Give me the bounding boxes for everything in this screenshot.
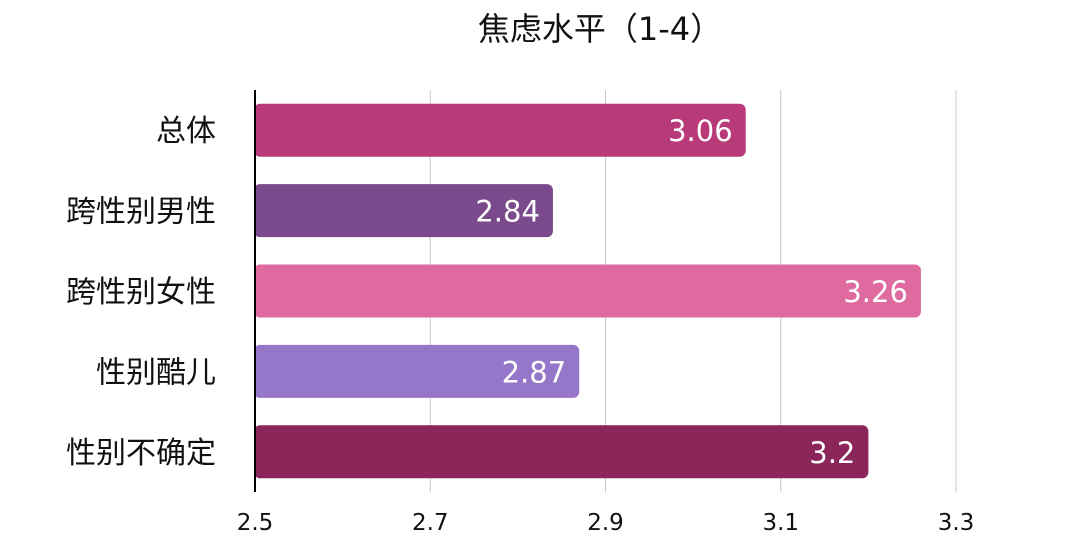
x-tick-label: 3.3 [938, 510, 975, 536]
category-label: 性别酷儿 [96, 355, 216, 390]
data-label: 3.2 [809, 436, 855, 470]
data-label: 2.84 [475, 195, 540, 229]
bar [254, 425, 869, 479]
category-label: 性别不确定 [66, 436, 216, 471]
x-tick-label: 3.1 [762, 510, 799, 536]
data-label: 3.06 [668, 114, 733, 148]
x-tick-label: 2.7 [412, 510, 449, 536]
chart-title: 焦虑水平（1-4） [478, 10, 722, 48]
value-labels: 3.06 2.84 3.26 2.87 3.2 [475, 114, 908, 470]
bar [254, 184, 553, 238]
category-label: 总体 [156, 114, 216, 149]
x-tick-labels: 2.5 2.7 2.9 3.1 3.3 [237, 510, 975, 536]
category-label: 跨性别男性 [66, 195, 216, 230]
bar [254, 103, 746, 157]
bar [254, 264, 921, 318]
category-label: 跨性别女性 [66, 275, 216, 310]
x-tick-label: 2.9 [587, 510, 624, 536]
bar [254, 344, 580, 398]
data-label: 2.87 [502, 355, 567, 389]
data-label: 3.26 [843, 275, 908, 309]
x-tick-label: 2.5 [237, 510, 274, 536]
bars [254, 103, 921, 479]
